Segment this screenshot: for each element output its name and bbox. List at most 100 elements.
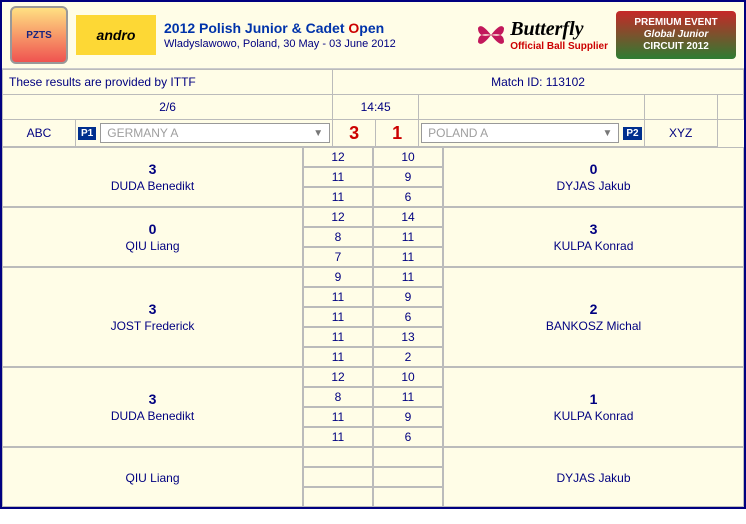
match-block: 3DUDA Benedikt1211111096 0 DYJAS Jakub [2, 147, 744, 207]
home-team-name: GERMANY A [107, 126, 178, 140]
match-block: 3 DUDA Benedikt 1281111101196 1 KULPA Konrad [2, 367, 744, 447]
game-away-pts: 6 [373, 307, 443, 327]
event-subtitle: Wladyslawowo, Poland, 30 May - 03 June 2… [164, 38, 468, 50]
match-block: QIU Liang DYJAS Jakub [2, 447, 744, 507]
page-header: PZTS andro 2012 Polish Junior & Cadet Op… [2, 2, 744, 69]
game-home-pts: 12 [303, 367, 373, 387]
home-player-name: QIU Liang [7, 471, 298, 485]
home-player-cell: QIU Liang [2, 447, 303, 507]
home-points-col: 1281111 [303, 367, 373, 447]
game-away-pts: 6 [373, 187, 443, 207]
game-home-pts [303, 487, 373, 507]
away-player-name: BANKOSZ Michal [448, 319, 739, 333]
info-table: These results are provided by ITTF Match… [2, 69, 744, 147]
home-player-score: 3 [7, 391, 298, 407]
home-player-name: QIU Liang [7, 239, 298, 253]
home-team-score: 3 [349, 123, 359, 143]
away-player-cell: DYJAS Jakub [443, 447, 744, 507]
game-home-pts: 11 [303, 167, 373, 187]
game-away-pts: 9 [373, 407, 443, 427]
home-player-cell: 3DUDA Benedikt [2, 147, 303, 207]
game-away-pts: 9 [373, 287, 443, 307]
away-player-cell: 2 BANKOSZ Michal [443, 267, 744, 367]
away-player-score: 3 [448, 221, 739, 237]
away-points-col: 101196 [373, 367, 443, 447]
provided-by: These results are provided by ITTF [3, 70, 333, 95]
away-team-name: POLAND A [428, 126, 488, 140]
game-home-pts: 7 [303, 247, 373, 267]
home-points-col: 121111 [303, 147, 373, 207]
away-player-name: DYJAS Jakub [448, 179, 739, 193]
home-player-cell: 3 DUDA Benedikt [2, 367, 303, 447]
game-home-pts: 9 [303, 267, 373, 287]
away-player-score: 0 [448, 161, 739, 177]
game-away-pts: 10 [373, 367, 443, 387]
game-away-pts: 11 [373, 227, 443, 247]
chevron-down-icon: ▼ [602, 128, 612, 139]
home-player-score: 0 [7, 221, 298, 237]
round-label: 2/6 [3, 95, 333, 120]
game-away-pts: 13 [373, 327, 443, 347]
game-away-pts: 11 [373, 267, 443, 287]
gj-line3: CIRCUIT 2012 [616, 41, 736, 53]
game-away-pts [373, 487, 443, 507]
butterfly-icon [476, 20, 506, 50]
event-title-block: 2012 Polish Junior & Cadet Open Wladysla… [164, 20, 468, 50]
game-home-pts: 11 [303, 287, 373, 307]
away-points-col: 1196132 [373, 267, 443, 367]
home-points-col: 911111111 [303, 267, 373, 367]
away-team-select[interactable]: POLAND A ▼ [421, 123, 619, 143]
match-block: 3JOST Frederick91111111111961322BANKOSZ … [2, 267, 744, 367]
game-away-pts: 6 [373, 427, 443, 447]
game-home-pts: 11 [303, 347, 373, 367]
andro-logo: andro [76, 15, 156, 55]
results-page: PZTS andro 2012 Polish Junior & Cadet Op… [0, 0, 746, 509]
game-home-pts: 11 [303, 327, 373, 347]
game-away-pts [373, 467, 443, 487]
away-player-cell: 3KULPA Konrad [443, 207, 744, 267]
away-player-score: 1 [448, 391, 739, 407]
butterfly-logo: Butterfly Official Ball Supplier [476, 18, 608, 52]
game-away-pts: 11 [373, 387, 443, 407]
gj-line2: Global Junior [616, 29, 736, 41]
home-player-score: 3 [7, 301, 298, 317]
game-home-pts: 8 [303, 387, 373, 407]
match-id: Match ID: 113102 [333, 70, 744, 95]
butterfly-name: Butterfly [510, 18, 608, 41]
game-home-pts: 11 [303, 407, 373, 427]
time-label: 14:45 [333, 95, 419, 120]
xyz-label: XYZ [644, 120, 717, 147]
home-points-col: 1287 [303, 207, 373, 267]
matches-container: 3DUDA Benedikt12111110960DYJAS Jakub0QIU… [2, 147, 744, 507]
chevron-down-icon: ▼ [313, 128, 323, 139]
match-block: 0QIU Liang12871411113KULPA Konrad [2, 207, 744, 267]
game-away-pts: 10 [373, 147, 443, 167]
home-player-cell: 0 QIU Liang [2, 207, 303, 267]
event-title-o: O [348, 20, 359, 36]
event-title: 2012 Polish Junior & Cadet Open [164, 20, 468, 36]
gj-line1: PREMIUM EVENT [616, 17, 736, 29]
event-title-post: pen [359, 20, 384, 36]
home-player-name: DUDA Benedikt [7, 409, 298, 423]
game-away-pts: 14 [373, 207, 443, 227]
abc-label: ABC [3, 120, 76, 147]
game-away-pts: 11 [373, 247, 443, 267]
away-player-score: 2 [448, 301, 739, 317]
game-home-pts: 8 [303, 227, 373, 247]
away-points-col: 1096 [373, 147, 443, 207]
pzts-logo: PZTS [10, 6, 68, 64]
away-player-name: KULPA Konrad [448, 409, 739, 423]
away-player-cell: 0 DYJAS Jakub [443, 147, 744, 207]
home-player-name: JOST Frederick [7, 319, 298, 333]
home-points-col [303, 447, 373, 507]
p2-badge: P2 [623, 127, 641, 140]
game-home-pts [303, 467, 373, 487]
p1-badge: P1 [78, 127, 96, 140]
away-points-col [373, 447, 443, 507]
game-home-pts: 11 [303, 307, 373, 327]
global-junior-logo: PREMIUM EVENT Global Junior CIRCUIT 2012 [616, 11, 736, 59]
away-team-score: 1 [392, 123, 402, 143]
game-home-pts: 11 [303, 187, 373, 207]
home-team-select[interactable]: GERMANY A ▼ [100, 123, 330, 143]
away-points-col: 141111 [373, 207, 443, 267]
